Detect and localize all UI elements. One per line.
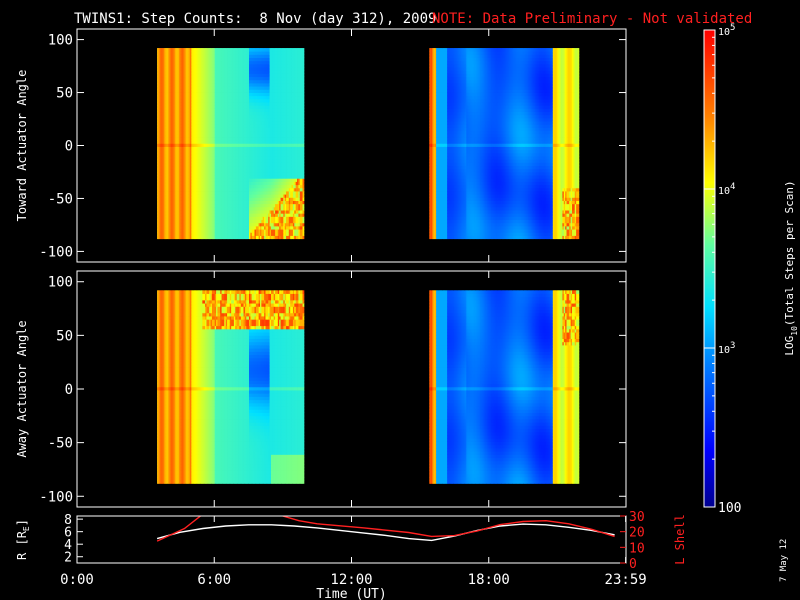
preliminary-note: NOTE: Data Preliminary - Not validated xyxy=(432,11,752,27)
chart-title: TWINS1: Step Counts: 8 Nov (day 312), 20… xyxy=(74,11,436,27)
